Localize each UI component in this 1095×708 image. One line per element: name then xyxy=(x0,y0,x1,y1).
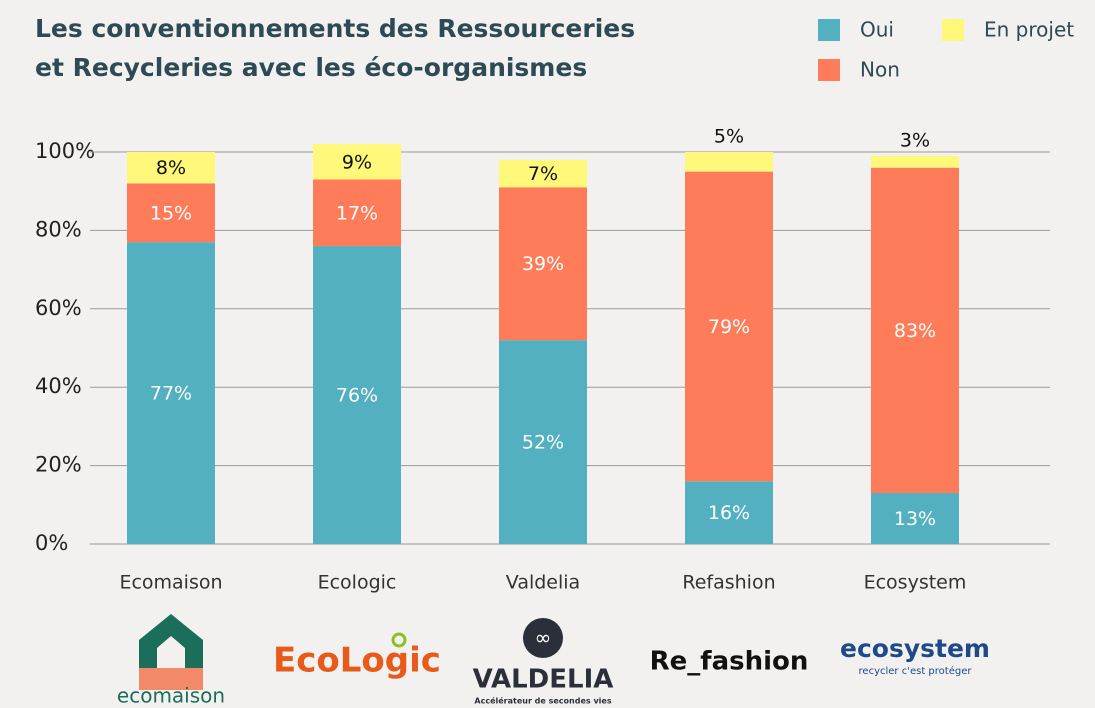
data-label: 3% xyxy=(900,129,930,151)
logo-shape xyxy=(139,668,203,690)
legend-label: En projet xyxy=(984,18,1074,42)
bar-segment xyxy=(127,183,215,243)
logo-symbol: ∞ xyxy=(535,626,552,650)
x-tick-label: Ecomaison xyxy=(119,572,222,594)
bar-segment xyxy=(127,242,215,544)
bar-segment xyxy=(499,340,587,544)
data-label: 13% xyxy=(894,508,936,530)
bar-segment xyxy=(499,159,587,188)
data-label: 77% xyxy=(150,383,192,405)
bar-segment xyxy=(313,246,401,544)
chart-title: Les conventionnements des Ressourceries xyxy=(35,14,635,43)
data-label: 9% xyxy=(342,151,372,173)
data-label: 16% xyxy=(708,502,750,524)
data-label: 17% xyxy=(336,202,378,224)
legend-label: Oui xyxy=(860,18,894,42)
data-label: 39% xyxy=(522,253,564,275)
legend-swatch xyxy=(818,19,840,41)
logo-shape xyxy=(157,636,185,670)
y-tick-label: 0% xyxy=(35,531,68,555)
bar-segment xyxy=(685,171,773,482)
y-tick-label: 40% xyxy=(35,374,82,398)
legend-swatch xyxy=(942,19,964,41)
data-label: 7% xyxy=(528,163,558,185)
bar-segment xyxy=(685,152,773,172)
logo-tagline: Accélérateur de secondes vies xyxy=(474,696,611,706)
data-label: 76% xyxy=(336,385,378,407)
bar-segment xyxy=(871,167,959,494)
bar-segment xyxy=(127,152,215,184)
data-label: 83% xyxy=(894,320,936,342)
logo-text: VALDELIA xyxy=(473,665,614,695)
data-label: 79% xyxy=(708,316,750,338)
y-tick-label: 20% xyxy=(35,453,82,477)
bar-segment xyxy=(313,144,401,180)
x-tick-label: Refashion xyxy=(682,572,775,594)
y-tick-label: 80% xyxy=(35,217,82,241)
logo-text: EcoLogic xyxy=(273,641,441,681)
y-tick-label: 60% xyxy=(35,296,82,320)
legend-swatch xyxy=(818,59,840,81)
x-tick-label: Valdelia xyxy=(506,572,580,594)
logo-text: ecomaison xyxy=(117,684,225,708)
bar-segment xyxy=(685,481,773,544)
bar-segment xyxy=(871,493,959,544)
x-tick-label: Ecologic xyxy=(318,572,397,594)
data-label: 52% xyxy=(522,432,564,454)
data-label: 5% xyxy=(714,126,744,148)
bar-segment xyxy=(499,187,587,341)
bar-segment xyxy=(313,179,401,247)
logo-tagline: recycler c'est protéger xyxy=(859,665,973,677)
logo-text: ecosystem xyxy=(840,634,990,663)
bar-segment xyxy=(871,155,959,168)
logo-shape xyxy=(523,618,563,658)
chart-title: et Recycleries avec les éco-organismes xyxy=(35,53,587,82)
logo-text: Re_fashion xyxy=(650,647,809,677)
data-label: 8% xyxy=(156,157,186,179)
legend-label: Non xyxy=(860,58,900,82)
x-tick-label: Ecosystem xyxy=(864,572,967,594)
y-tick-label: 100% xyxy=(35,139,95,163)
data-label: 15% xyxy=(150,202,192,224)
logo-shape xyxy=(391,632,407,648)
